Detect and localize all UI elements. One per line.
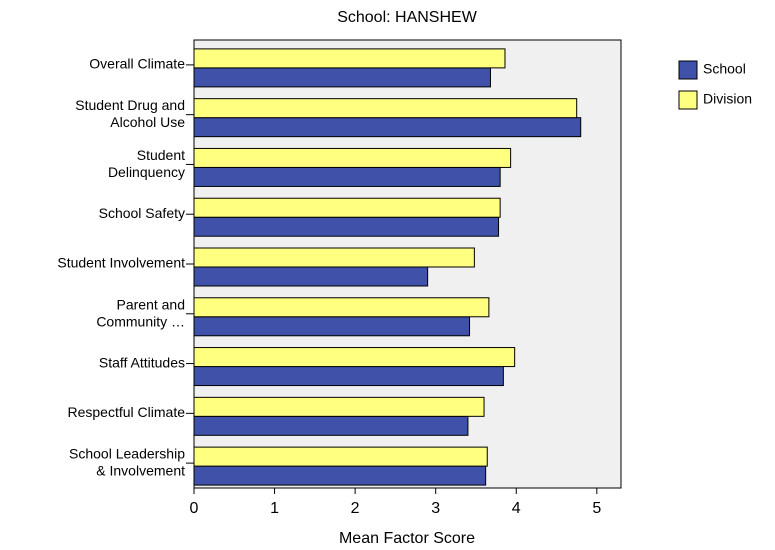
- legend-label: School: [703, 61, 746, 77]
- y-tick-label: Student Delinquency: [108, 147, 185, 180]
- bar: [193, 316, 471, 337]
- bar: [193, 67, 491, 88]
- bar: [193, 266, 429, 287]
- bar: [193, 366, 504, 387]
- bar: [193, 197, 501, 218]
- bar: [193, 117, 582, 138]
- x-tick-label: 3: [431, 500, 440, 517]
- bar: [193, 446, 488, 467]
- y-tick-label: Student Involvement: [57, 255, 185, 271]
- bar: [193, 297, 490, 318]
- y-tick-label: Student Drug and Alcohol Use: [75, 97, 185, 130]
- legend-swatch: [678, 90, 698, 110]
- x-tick-label: 0: [190, 500, 199, 517]
- y-tick-label: Staff Attitudes: [99, 354, 185, 370]
- x-tick-label: 2: [351, 500, 360, 517]
- bar: [193, 396, 485, 417]
- x-tick-label: 4: [512, 500, 521, 517]
- bar: [193, 247, 475, 268]
- bar: [193, 216, 500, 237]
- bar: [193, 48, 506, 69]
- y-tick-label: School Safety: [99, 205, 185, 221]
- y-tick-label: Parent and Community …: [96, 296, 185, 329]
- bar: [193, 166, 501, 187]
- x-tick-label: 1: [270, 500, 279, 517]
- bar: [193, 147, 512, 168]
- legend-swatch: [678, 60, 698, 80]
- bar: [193, 347, 516, 368]
- y-tick-label: Overall Climate: [89, 56, 185, 72]
- bar: [193, 98, 578, 119]
- x-tick-label: 5: [592, 500, 601, 517]
- bar: [193, 415, 469, 436]
- y-tick-label: Respectful Climate: [68, 404, 186, 420]
- y-tick-label: School Leadership & Involvement: [69, 445, 185, 478]
- x-axis-label: Mean Factor Score: [339, 530, 475, 547]
- chart-title: School: HANSHEW: [337, 9, 477, 26]
- bar: [193, 465, 487, 486]
- legend-label: Division: [703, 91, 752, 107]
